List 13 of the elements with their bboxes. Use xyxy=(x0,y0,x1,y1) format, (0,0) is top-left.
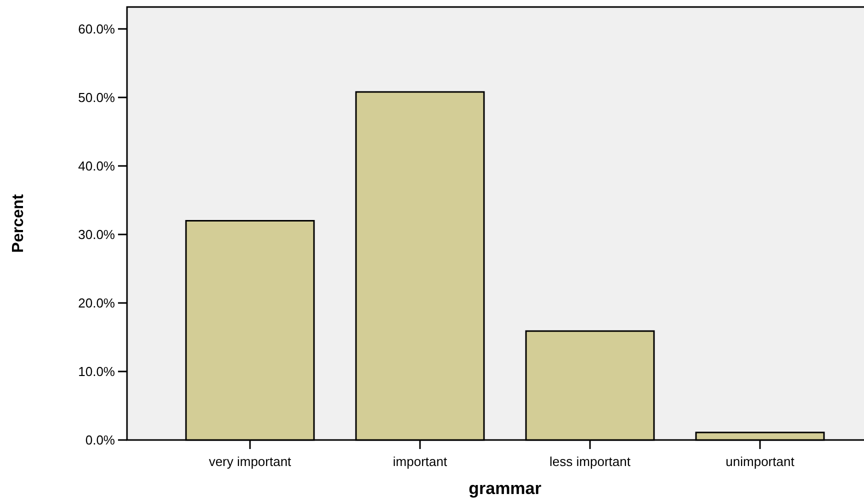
y-tick-label: 60.0% xyxy=(78,21,116,36)
y-tick-label: 50.0% xyxy=(78,90,116,105)
x-tick-label: very important xyxy=(208,454,292,469)
y-tick-label: 0.0% xyxy=(85,432,116,448)
y-axis-title: Percent xyxy=(10,193,27,253)
y-tick-label: 20.0% xyxy=(78,296,116,311)
y-tick-label: 10.0% xyxy=(78,364,116,380)
x-tick-label: important xyxy=(392,454,448,469)
x-tick-label: unimportant xyxy=(726,454,795,469)
x-tick-label: less important xyxy=(550,454,631,469)
y-tick-label: 40.0% xyxy=(78,158,116,174)
y-tick-label: 30.0% xyxy=(78,227,116,242)
x-axis-title: grammar xyxy=(468,479,542,498)
